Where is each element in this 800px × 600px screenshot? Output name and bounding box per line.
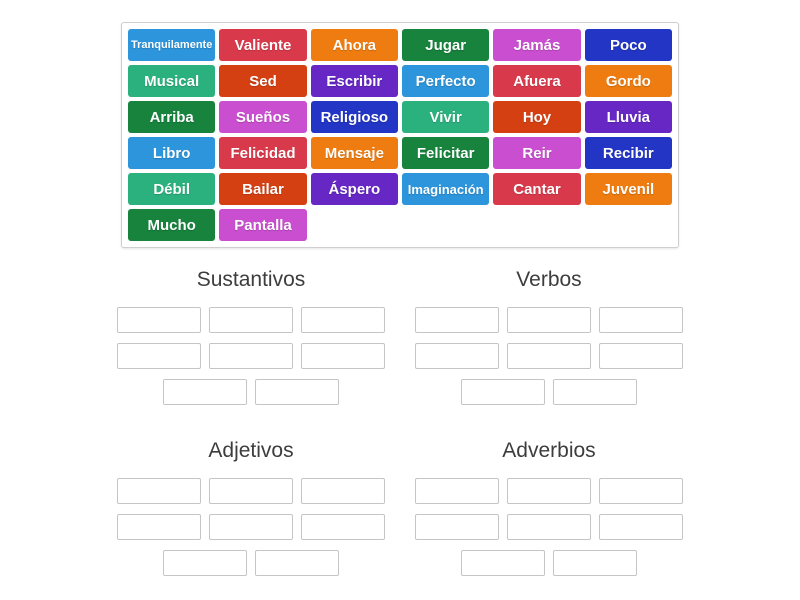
slot-row [400,343,698,369]
drop-slot[interactable] [553,379,637,405]
drop-slot[interactable] [209,307,293,333]
word-tile[interactable]: Áspero [310,173,398,205]
drop-slot[interactable] [117,307,201,333]
word-tile[interactable]: Arriba [128,101,216,133]
word-tile[interactable]: Sed [219,65,307,97]
drop-slot[interactable] [301,514,385,540]
word-tile[interactable]: Poco [584,29,672,61]
drop-slot[interactable] [507,514,591,540]
category-title: Sustantivos [196,268,306,291]
word-tile[interactable]: Felicitar [402,137,490,169]
drop-slot[interactable] [599,307,683,333]
slot-row [102,550,400,576]
drop-slot[interactable] [163,379,247,405]
drop-slot[interactable] [255,379,339,405]
category-groups: Sustantivos Verbos Adjetivos Adverbios [102,266,698,600]
slot-row [400,478,698,504]
drop-slot[interactable] [163,550,247,576]
word-tile[interactable]: Lluvia [584,101,672,133]
drop-slot[interactable] [599,343,683,369]
word-tile[interactable]: Gordo [584,65,672,97]
slot-row [400,307,698,333]
word-tile[interactable]: Recibir [584,137,672,169]
category-group: Sustantivos [102,266,400,415]
drop-slot[interactable] [301,307,385,333]
category-group: Adverbios [400,437,698,586]
drop-slot[interactable] [209,343,293,369]
slot-row [102,379,400,405]
drop-slot[interactable] [415,478,499,504]
word-tile[interactable]: Jugar [402,29,490,61]
drop-slot[interactable] [461,379,545,405]
word-tile[interactable]: Sueños [219,101,307,133]
category-title: Adverbios [502,439,596,462]
word-tile[interactable]: Felicidad [219,137,307,169]
slot-row [102,514,400,540]
drop-slot[interactable] [209,478,293,504]
word-tile[interactable]: Pantalla [219,209,307,241]
word-tile[interactable]: Escribir [310,65,398,97]
drop-slot[interactable] [209,514,293,540]
slot-row [102,307,400,333]
word-tile[interactable]: Bailar [219,173,307,205]
word-tile[interactable]: Tranquilamente [128,29,216,61]
word-pool: Tranquilamente Valiente Ahora Jugar Jamás Poc… [121,22,679,248]
drop-slot[interactable] [301,478,385,504]
word-tile[interactable]: Valiente [219,29,307,61]
word-tile[interactable]: Juvenil [584,173,672,205]
drop-slot[interactable] [415,307,499,333]
drop-slot[interactable] [255,550,339,576]
group-sort-page: { "palette": { "light_blue": "#2d95dc", … [0,22,800,600]
word-tile[interactable]: Ahora [310,29,398,61]
drop-slot[interactable] [507,478,591,504]
drop-slot[interactable] [553,550,637,576]
word-tile[interactable]: Imaginación [402,173,490,205]
word-tile[interactable]: Jamás [493,29,581,61]
word-tile[interactable]: Afuera [493,65,581,97]
word-tile[interactable]: Reir [493,137,581,169]
slot-row [400,514,698,540]
drop-slot[interactable] [507,343,591,369]
word-tile[interactable]: Cantar [493,173,581,205]
drop-slot[interactable] [117,514,201,540]
word-tile[interactable]: Musical [128,65,216,97]
drop-slot[interactable] [415,514,499,540]
category-title: Adjetivos [208,439,294,462]
category-group: Verbos [400,266,698,415]
word-tile[interactable]: Débil [128,173,216,205]
drop-slot[interactable] [301,343,385,369]
drop-slot[interactable] [415,343,499,369]
slot-row [102,478,400,504]
word-tile[interactable]: Perfecto [402,65,490,97]
word-tile[interactable]: Religioso [310,101,398,133]
drop-slot[interactable] [117,478,201,504]
slot-row [400,550,698,576]
drop-slot[interactable] [507,307,591,333]
drop-slot[interactable] [461,550,545,576]
drop-slot[interactable] [117,343,201,369]
word-tile[interactable]: Mensaje [310,137,398,169]
word-tile[interactable]: Mucho [128,209,216,241]
slot-row [102,343,400,369]
word-tile[interactable]: Libro [128,137,216,169]
drop-slot[interactable] [599,514,683,540]
word-tile[interactable]: Vivir [402,101,490,133]
category-group: Adjetivos [102,437,400,586]
category-title: Verbos [516,268,582,291]
drop-slot[interactable] [599,478,683,504]
word-tile[interactable]: Hoy [493,101,581,133]
slot-row [400,379,698,405]
